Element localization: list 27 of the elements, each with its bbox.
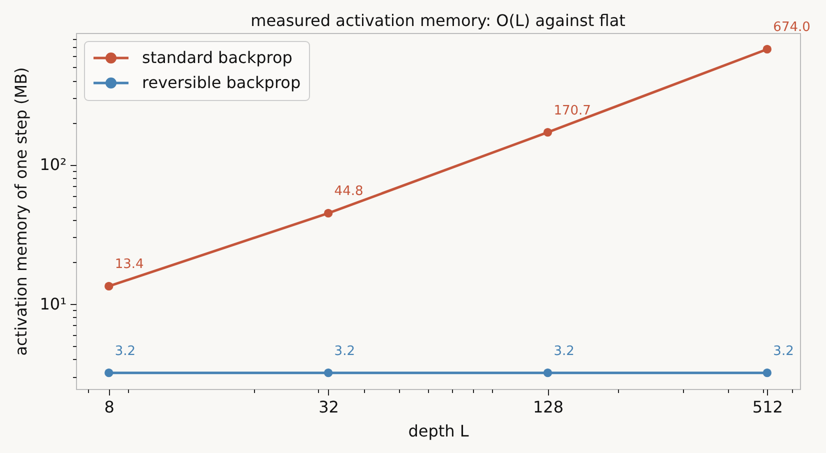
legend-label: standard backprop <box>142 48 292 67</box>
x-tick-label: 128 <box>532 398 564 416</box>
data-label: 170.7 <box>554 103 591 118</box>
x-axis-title: depth L <box>408 422 469 440</box>
data-label: 13.4 <box>114 257 144 272</box>
data-label: 3.2 <box>114 344 136 359</box>
point <box>104 282 114 291</box>
y-tick-label: 10¹ <box>40 294 66 314</box>
chart-title: measured activation memory: O(L) against flat <box>250 11 626 30</box>
x-tick-label: 512 <box>752 398 783 416</box>
point <box>543 128 552 137</box>
data-label: 3.2 <box>773 344 794 359</box>
data-label: 44.8 <box>334 184 364 200</box>
point <box>762 368 772 378</box>
legend-label: reversible backprop <box>142 73 301 92</box>
data-label: 674.0 <box>773 20 810 36</box>
x-tick-label: 8 <box>104 398 114 416</box>
y-axis-title: activation memory of one step (MB) <box>12 67 31 356</box>
point <box>543 368 552 378</box>
data-label: 3.2 <box>334 344 355 359</box>
y-tick-label: 10² <box>40 155 66 174</box>
point <box>324 368 333 378</box>
data-label: 3.2 <box>554 344 574 359</box>
point <box>104 368 114 378</box>
point <box>324 208 333 218</box>
x-tick-label: 32 <box>318 398 339 416</box>
point <box>762 44 772 54</box>
